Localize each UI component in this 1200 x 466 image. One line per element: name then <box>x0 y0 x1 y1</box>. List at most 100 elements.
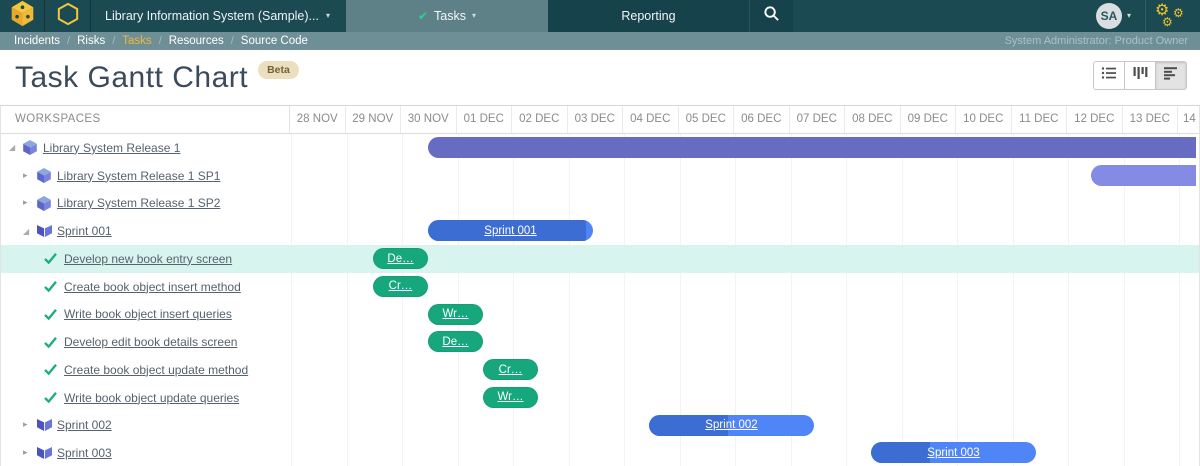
date-column-header: 30 NOV <box>401 106 457 133</box>
cube-icon <box>37 168 57 184</box>
tree-cell: Develop edit book details screen <box>1 328 334 356</box>
gemini-cube-logo-icon <box>9 0 36 32</box>
gantt-view-icon <box>1163 66 1179 85</box>
gridline <box>457 134 459 466</box>
sprint-icon <box>37 419 57 432</box>
date-column-header: 09 DEC <box>901 106 956 133</box>
date-column-header: 06 DEC <box>734 106 790 133</box>
breadcrumb-item-resources[interactable]: Resources <box>168 35 224 47</box>
gridline <box>679 134 681 466</box>
breadcrumb-item-tasks[interactable]: Tasks <box>122 35 152 47</box>
check-icon <box>44 364 64 376</box>
expand-caret-icon[interactable]: ▸ <box>23 198 28 209</box>
expand-caret-icon[interactable]: ▸ <box>23 448 28 459</box>
workspaces-column-header: WORKSPACES <box>1 106 290 133</box>
row-label-link[interactable]: Create book object update method <box>64 362 249 377</box>
check-icon <box>44 253 64 265</box>
row-label-link[interactable]: Library System Release 1 SP2 <box>57 196 221 211</box>
gridline <box>957 134 958 466</box>
tree-cell: ▸ Library System Release 1 SP2 <box>1 190 313 218</box>
row-label-link[interactable]: Write book object insert queries <box>64 307 232 322</box>
row-label-link[interactable]: Create book object insert method <box>64 279 241 294</box>
date-column-header: 11 DEC <box>1012 106 1067 133</box>
tree-cell: Create book object update method <box>1 356 334 384</box>
date-column-header: 07 DEC <box>790 106 845 133</box>
user-status-text: System Administrator: Product Owner <box>1004 35 1188 47</box>
gear-icon: ⚙ <box>1155 0 1170 19</box>
release-bar[interactable] <box>428 137 1196 158</box>
sprint-bar[interactable]: Sprint 002 <box>649 414 814 436</box>
gridline <box>402 134 403 466</box>
bar-label: Wr… <box>442 308 469 320</box>
row-label-link[interactable]: Write book object update queries <box>64 390 240 405</box>
row-label-link[interactable]: Develop edit book details screen <box>64 335 238 350</box>
task-bar[interactable]: Wr… <box>483 386 538 408</box>
row-label-link[interactable]: Sprint 003 <box>57 446 112 461</box>
expand-caret-icon[interactable]: ▸ <box>23 170 28 181</box>
list-view-icon <box>1101 66 1117 85</box>
gridline <box>291 134 292 466</box>
chevron-down-icon: ▾ <box>471 11 476 20</box>
row-label-link[interactable]: Sprint 002 <box>57 418 112 433</box>
gantt-row: Write book object update queries Wr… <box>1 384 1199 412</box>
user-menu[interactable]: SA ▾ <box>1095 0 1145 32</box>
module-breadcrumb-bar: Incidents / Risks / Tasks / Resources / Source C… <box>0 32 1200 50</box>
row-label-link[interactable]: Sprint 001 <box>57 224 112 239</box>
sprint-icon <box>37 225 57 238</box>
project-selector[interactable]: Library Information System (Sample)... ▾ <box>91 0 346 32</box>
check-icon <box>44 392 64 404</box>
column-view-button[interactable] <box>1125 61 1156 90</box>
gridline <box>346 134 348 466</box>
breadcrumb-item-risks[interactable]: Risks <box>77 35 106 47</box>
collapse-caret-icon[interactable]: ◢ <box>23 226 30 236</box>
row-label-link[interactable]: Library System Release 1 <box>43 140 181 155</box>
gantt-row: Create book object update method Cr… <box>1 356 1199 384</box>
gridline <box>901 134 903 466</box>
task-bar[interactable]: Wr… <box>428 303 483 325</box>
sprint-bar[interactable]: Sprint 001 <box>428 220 593 242</box>
check-icon: ✔ <box>417 9 429 23</box>
tab-tasks[interactable]: ✔ Tasks ▾ <box>345 0 548 32</box>
check-icon <box>44 336 64 348</box>
workspace-button[interactable] <box>45 0 91 32</box>
task-bar[interactable]: Cr… <box>373 275 428 297</box>
check-icon <box>44 308 64 320</box>
row-label-link[interactable]: Library System Release 1 SP1 <box>57 168 221 183</box>
gantt-row: Develop edit book details screen De… <box>1 328 1199 356</box>
release-bar[interactable] <box>1091 164 1196 186</box>
gantt-row: ▸ Library System Release 1 SP1 <box>1 162 1199 190</box>
date-column-header: 05 DEC <box>679 106 734 133</box>
date-column-header: 29 NOV <box>346 106 401 133</box>
gantt-row: ◢ Library System Release 1 <box>1 134 1199 162</box>
breadcrumb-separator: / <box>230 35 234 47</box>
search-button[interactable] <box>748 0 793 32</box>
collapse-caret-icon[interactable]: ◢ <box>9 143 16 153</box>
gantt-view-button[interactable] <box>1156 61 1187 90</box>
row-label-link[interactable]: Develop new book entry screen <box>64 251 233 266</box>
breadcrumb-item-incidents[interactable]: Incidents <box>14 35 61 47</box>
breadcrumb-item-source-code[interactable]: Source Code <box>240 35 308 47</box>
hexagon-outline-icon <box>57 2 79 31</box>
gridline <box>1123 134 1125 466</box>
gear-icon: ⚙ <box>1173 6 1184 20</box>
gridline <box>1068 134 1069 466</box>
expand-caret-icon[interactable]: ▸ <box>23 420 28 431</box>
tab-reporting[interactable]: Reporting <box>547 0 749 32</box>
bar-label: De… <box>442 335 469 348</box>
task-bar[interactable]: Cr… <box>483 359 538 380</box>
chevron-down-icon: ▾ <box>325 11 330 20</box>
bar-label: Sprint 003 <box>927 446 980 459</box>
task-bar[interactable]: De… <box>373 248 428 269</box>
check-icon <box>44 281 64 293</box>
app-logo-button[interactable] <box>0 0 45 32</box>
tree-cell: ▸ Sprint 002 <box>1 412 313 440</box>
topbar-spacer <box>793 0 1096 32</box>
column-view-icon <box>1132 66 1148 85</box>
task-bar[interactable]: De… <box>428 331 483 353</box>
list-view-button[interactable] <box>1093 61 1125 90</box>
settings-button[interactable]: ⚙ ⚙ ⚙ <box>1145 0 1200 32</box>
sprint-icon <box>37 447 57 460</box>
gridline <box>846 134 847 466</box>
tree-cell: Create book object insert method <box>1 273 334 301</box>
sprint-bar[interactable]: Sprint 003 <box>871 442 1036 464</box>
